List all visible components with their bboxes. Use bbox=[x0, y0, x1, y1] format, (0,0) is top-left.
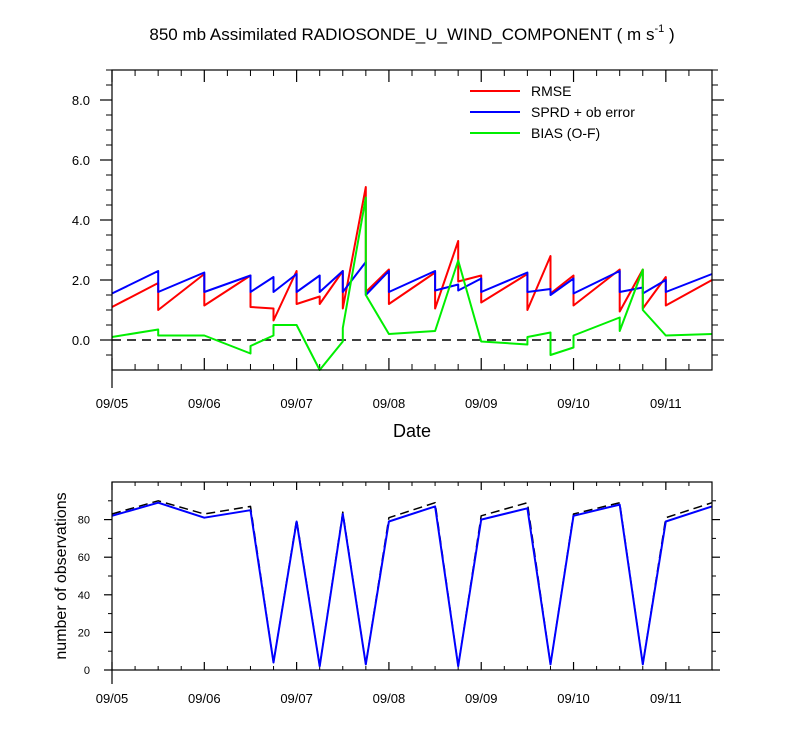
x-tick-label: 09/06 bbox=[188, 396, 221, 411]
rmse-plot: 09/05 09/06 09/07 09/08 09/09 09/10 09/11 0.0 2.… bbox=[72, 69, 724, 411]
series-line-sprd-ob-error bbox=[111, 261, 713, 296]
obs-tick-labels: 09/05 09/06 09/07 09/08 09/09 09/10 09/11 0 20 40… bbox=[78, 515, 682, 706]
obs-x-tick-label: 09/07 bbox=[280, 691, 313, 706]
x-tick-label: 09/07 bbox=[280, 396, 313, 411]
obs-y-tick-label: 60 bbox=[78, 552, 90, 564]
obs-x-tick-label: 09/10 bbox=[557, 691, 590, 706]
x-tick-label: 09/10 bbox=[557, 396, 590, 411]
series-line-rmse bbox=[111, 186, 713, 322]
obs-y-tick-label: 20 bbox=[78, 627, 90, 639]
y-tick-label: 2.0 bbox=[72, 273, 90, 288]
rmse-plot-frame bbox=[111, 69, 713, 371]
obs-series-line-observations-assimilated bbox=[111, 501, 713, 668]
rmse-ticks bbox=[100, 69, 724, 388]
legend-label-rmse: RMSE bbox=[531, 83, 571, 99]
chart-title-main: 850 mb Assimilated RADIOSONDE_U_WIND_COM… bbox=[149, 25, 654, 44]
obs-x-tick-label: 09/11 bbox=[650, 691, 682, 706]
obs-y-tick-label: 0 bbox=[84, 665, 90, 677]
obs-x-tick-label: 09/05 bbox=[96, 691, 129, 706]
obs-x-tick-label: 09/06 bbox=[188, 691, 221, 706]
obs-x-tick-label: 09/09 bbox=[465, 691, 498, 706]
x-tick-label: 09/05 bbox=[96, 396, 129, 411]
obs-y-tick-label: 80 bbox=[78, 515, 90, 527]
obs-plot-frame bbox=[111, 481, 713, 671]
obs-x-tick-label: 09/08 bbox=[373, 691, 406, 706]
y-tick-label: 6.0 bbox=[72, 153, 90, 168]
chart-title-superscript: -1 bbox=[654, 23, 664, 35]
x-axis-label: Date bbox=[393, 421, 431, 441]
observations-plot: 09/05 09/06 09/07 09/08 09/09 09/10 09/11 0 20 40… bbox=[78, 481, 720, 706]
y-tick-label: 4.0 bbox=[72, 213, 90, 228]
x-tick-label: 09/09 bbox=[465, 396, 498, 411]
legend-label-bias-o-f: BIAS (O-F) bbox=[531, 125, 600, 141]
chart-title: 850 mb Assimilated RADIOSONDE_U_WIND_COM… bbox=[149, 23, 674, 44]
series-line-bias-o-f bbox=[111, 196, 713, 371]
chart-title-close: ) bbox=[664, 25, 674, 44]
rmse-tick-labels: 09/05 09/06 09/07 09/08 09/09 09/10 09/11 0.0 2.… bbox=[72, 93, 682, 411]
y-tick-label: 8.0 bbox=[72, 93, 90, 108]
x-tick-label: 09/11 bbox=[650, 396, 682, 411]
rmse-series-lines bbox=[111, 186, 713, 371]
y-tick-label: 0.0 bbox=[72, 333, 90, 348]
legend: RMSE SPRD + ob error BIAS (O-F) bbox=[470, 83, 635, 141]
x-tick-label: 09/08 bbox=[373, 396, 406, 411]
obs-series-lines bbox=[111, 500, 713, 668]
obs-y-axis-label: number of observations bbox=[53, 492, 70, 659]
obs-y-tick-label: 40 bbox=[78, 590, 90, 602]
legend-label-sprd-ob-error: SPRD + ob error bbox=[531, 104, 635, 120]
